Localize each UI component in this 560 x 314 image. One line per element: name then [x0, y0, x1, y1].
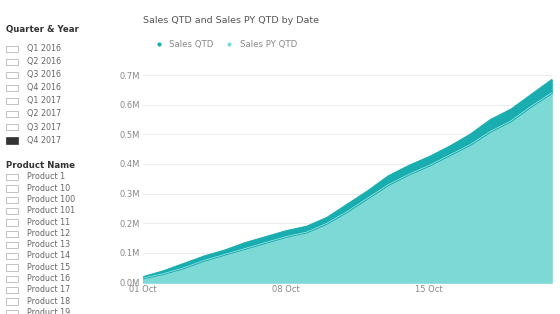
Text: Q2 2016: Q2 2016	[27, 57, 61, 66]
Text: Product 13: Product 13	[27, 240, 70, 249]
Text: Q1 2017: Q1 2017	[27, 96, 61, 105]
Text: Sales QTD and Sales PY QTD by Date: Sales QTD and Sales PY QTD by Date	[143, 16, 319, 25]
Text: Q1 2016: Q1 2016	[27, 44, 61, 53]
Text: Product 18: Product 18	[27, 297, 70, 306]
Text: Product 15: Product 15	[27, 263, 70, 272]
Text: Product 12: Product 12	[27, 229, 70, 238]
Text: Q4 2017: Q4 2017	[27, 136, 61, 145]
Text: Q2 2017: Q2 2017	[27, 109, 61, 118]
Text: Product 16: Product 16	[27, 274, 70, 283]
Text: Product 100: Product 100	[27, 195, 75, 204]
Text: Product 19: Product 19	[27, 308, 70, 314]
Text: Product Name: Product Name	[6, 161, 74, 170]
Text: Q4 2016: Q4 2016	[27, 83, 61, 92]
Text: Product 17: Product 17	[27, 285, 70, 294]
Text: Product 1: Product 1	[27, 172, 65, 181]
Text: Q3 2016: Q3 2016	[27, 70, 61, 79]
Text: Product 11: Product 11	[27, 218, 70, 227]
Text: Product 10: Product 10	[27, 184, 70, 193]
Text: Product 101: Product 101	[27, 206, 75, 215]
Text: Q3 2017: Q3 2017	[27, 122, 61, 132]
Text: Product 14: Product 14	[27, 252, 70, 261]
Legend: Sales QTD, Sales PY QTD: Sales QTD, Sales PY QTD	[147, 36, 300, 52]
Text: Quarter & Year: Quarter & Year	[6, 25, 78, 34]
